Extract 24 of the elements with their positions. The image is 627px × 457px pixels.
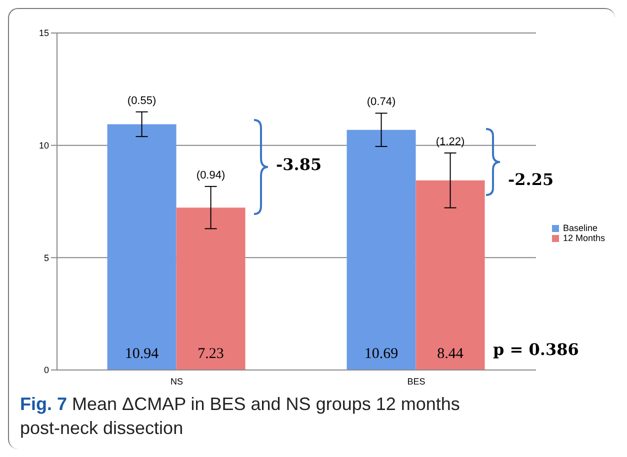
data-label: 10.94 [124, 346, 160, 362]
legend-label: 12 Months [562, 233, 605, 243]
data-label: 8.44 [437, 346, 464, 362]
bar [176, 208, 246, 370]
x-tick-label: NS [170, 376, 183, 386]
annotation: p = 0.386 [493, 340, 579, 359]
bar [416, 180, 485, 370]
data-label: 7.23 [198, 346, 224, 362]
annotation: (1.22) [436, 136, 465, 148]
annotation: (0.55) [127, 94, 156, 107]
y-tick-label: 15 [38, 28, 49, 38]
legend-label: Baseline [562, 223, 598, 233]
annotation: (0.74) [366, 96, 396, 108]
annotation: -2.25 [508, 170, 554, 189]
y-tick-label: 0 [44, 365, 49, 376]
annotation: (0.94) [196, 169, 226, 182]
annotation: -3.85 [276, 155, 322, 174]
bar [346, 130, 416, 370]
y-tick-label: 5 [44, 252, 49, 263]
bar [107, 124, 176, 370]
caption: Fig. 7 Mean ΔCMAP in BES and NS groups 12 months post-neck dissection [20, 393, 461, 440]
x-tick-label: BES [407, 376, 426, 386]
y-tick-label: 10 [38, 140, 49, 151]
data-label: 10.69 [364, 346, 398, 362]
